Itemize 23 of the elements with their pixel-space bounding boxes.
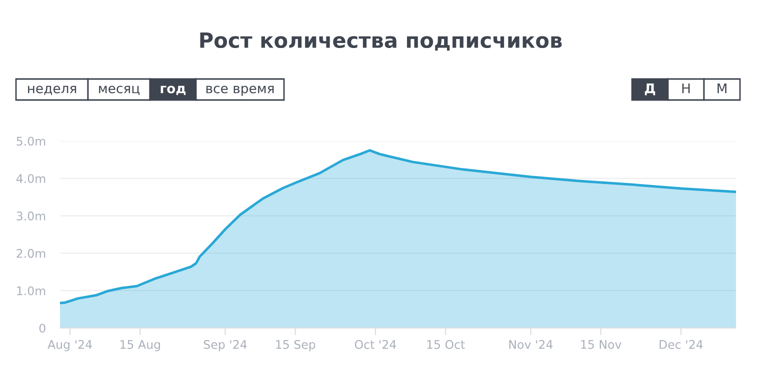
y-tick-label: 3.0m [16, 212, 46, 220]
x-tick-label: Aug '24 [48, 340, 92, 352]
text: все время [206, 86, 274, 96]
x-tick-label: 15 Nov [581, 340, 622, 349]
x-tick-label: 15 Aug [120, 340, 160, 352]
text: Н [682, 84, 690, 94]
x-tick-label: Oct '24 [354, 340, 396, 349]
y-tick-label: 4.0m [16, 174, 46, 184]
x-tick-label: 15 Sep [276, 340, 316, 352]
text: неделя [28, 86, 76, 95]
text: Д [644, 84, 656, 96]
x-tick-label: 15 Oct [427, 340, 465, 349]
text: год [160, 86, 186, 95]
y-tick-label: 5.0m [16, 136, 46, 146]
chart-title: Рост количества подписчиков [200, 32, 562, 51]
x-tick-label: Dec '24 [660, 340, 703, 349]
x-tick-label: Nov '24 [509, 340, 553, 349]
y-tick-label: 0 [39, 324, 46, 333]
text: М [718, 84, 726, 94]
x-tick-label: Sep '24 [204, 340, 247, 352]
y-tick-label: 1.0m [17, 286, 46, 296]
text: месяц [99, 86, 140, 95]
y-tick-label: 2.0m [16, 248, 46, 258]
